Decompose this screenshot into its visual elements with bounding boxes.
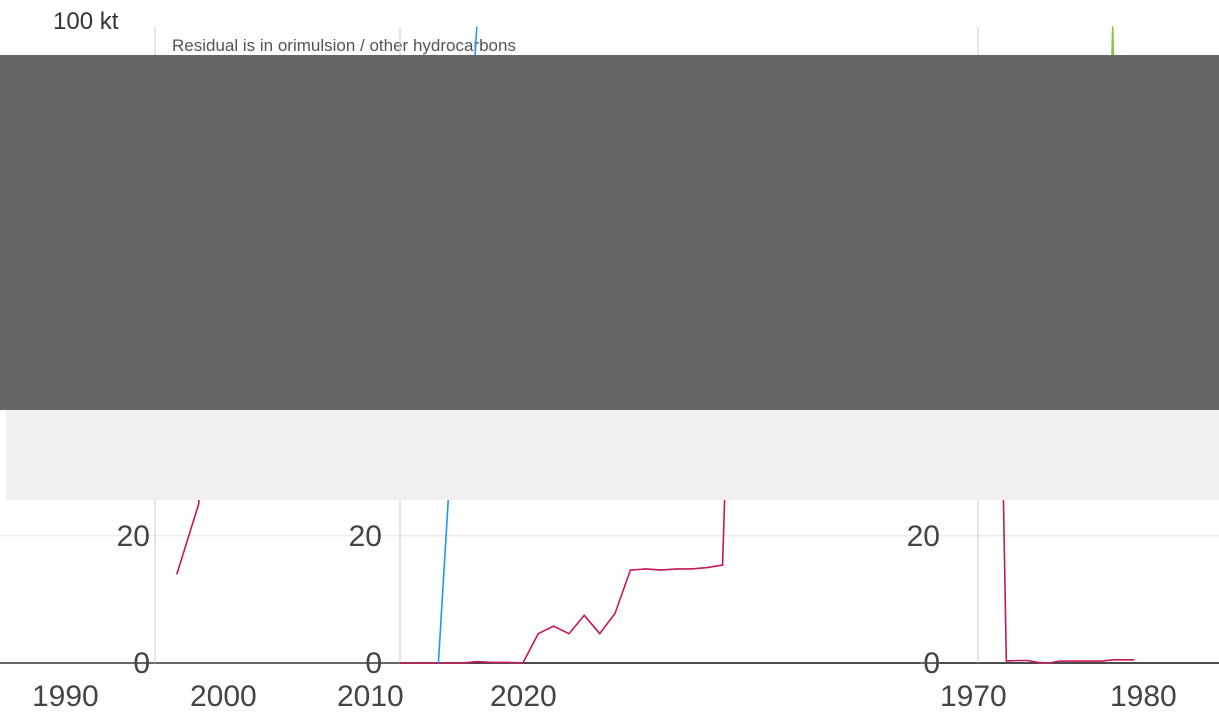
y-tick-label: 0 — [133, 647, 150, 680]
overlay-panel — [0, 55, 1219, 410]
data-point — [1016, 659, 1018, 662]
data-point — [1101, 660, 1103, 662]
data-point — [476, 26, 478, 28]
data-point — [1112, 26, 1114, 28]
data-point — [1027, 659, 1029, 662]
data-point — [1058, 660, 1061, 662]
max-value-label: 100 kt — [53, 8, 119, 35]
overlay-band — [6, 410, 1219, 500]
data-point — [1090, 660, 1092, 662]
x-tick-label: 2020 — [490, 680, 557, 713]
data-point — [721, 564, 724, 566]
data-point — [1112, 659, 1114, 661]
y-tick-label: 20 — [117, 520, 150, 553]
data-point — [1069, 660, 1071, 662]
y-tick-label: 20 — [349, 520, 382, 553]
y-tick-label: 0 — [365, 647, 382, 680]
data-point — [706, 567, 708, 569]
data-point — [537, 633, 539, 635]
x-tick-label: 2010 — [337, 680, 404, 713]
data-point — [1037, 661, 1039, 663]
data-point — [1133, 659, 1135, 661]
data-point — [1122, 659, 1124, 661]
data-point — [491, 661, 493, 663]
data-point — [430, 662, 432, 664]
data-point — [1005, 660, 1007, 662]
data-point — [614, 612, 616, 614]
data-point — [583, 614, 585, 616]
data-point — [599, 633, 601, 635]
data-point — [506, 661, 509, 663]
data-point — [553, 625, 555, 627]
x-tick-label: 2000 — [190, 680, 257, 713]
data-point — [198, 503, 200, 505]
x-tick-label: 1980 — [1110, 680, 1177, 713]
data-point — [675, 568, 678, 570]
data-point — [476, 661, 478, 663]
data-point — [176, 573, 178, 575]
data-point — [645, 568, 647, 570]
data-point — [414, 662, 416, 664]
data-point — [437, 662, 439, 664]
data-point — [445, 662, 447, 664]
data-point — [1080, 660, 1082, 662]
data-point — [568, 633, 570, 635]
data-point — [629, 569, 632, 571]
x-tick-label: 1970 — [940, 680, 1007, 713]
y-tick-label: 20 — [907, 520, 940, 553]
data-point — [691, 568, 693, 570]
x-tick-label: 1990 — [32, 680, 99, 713]
data-point — [660, 569, 662, 571]
chart-note: Residual is in orimulsion / other hydroc… — [172, 36, 516, 55]
data-point — [522, 662, 524, 664]
data-point — [460, 662, 463, 664]
y-tick-label: 0 — [923, 647, 940, 680]
data-point — [399, 662, 401, 664]
data-point — [1048, 662, 1050, 664]
